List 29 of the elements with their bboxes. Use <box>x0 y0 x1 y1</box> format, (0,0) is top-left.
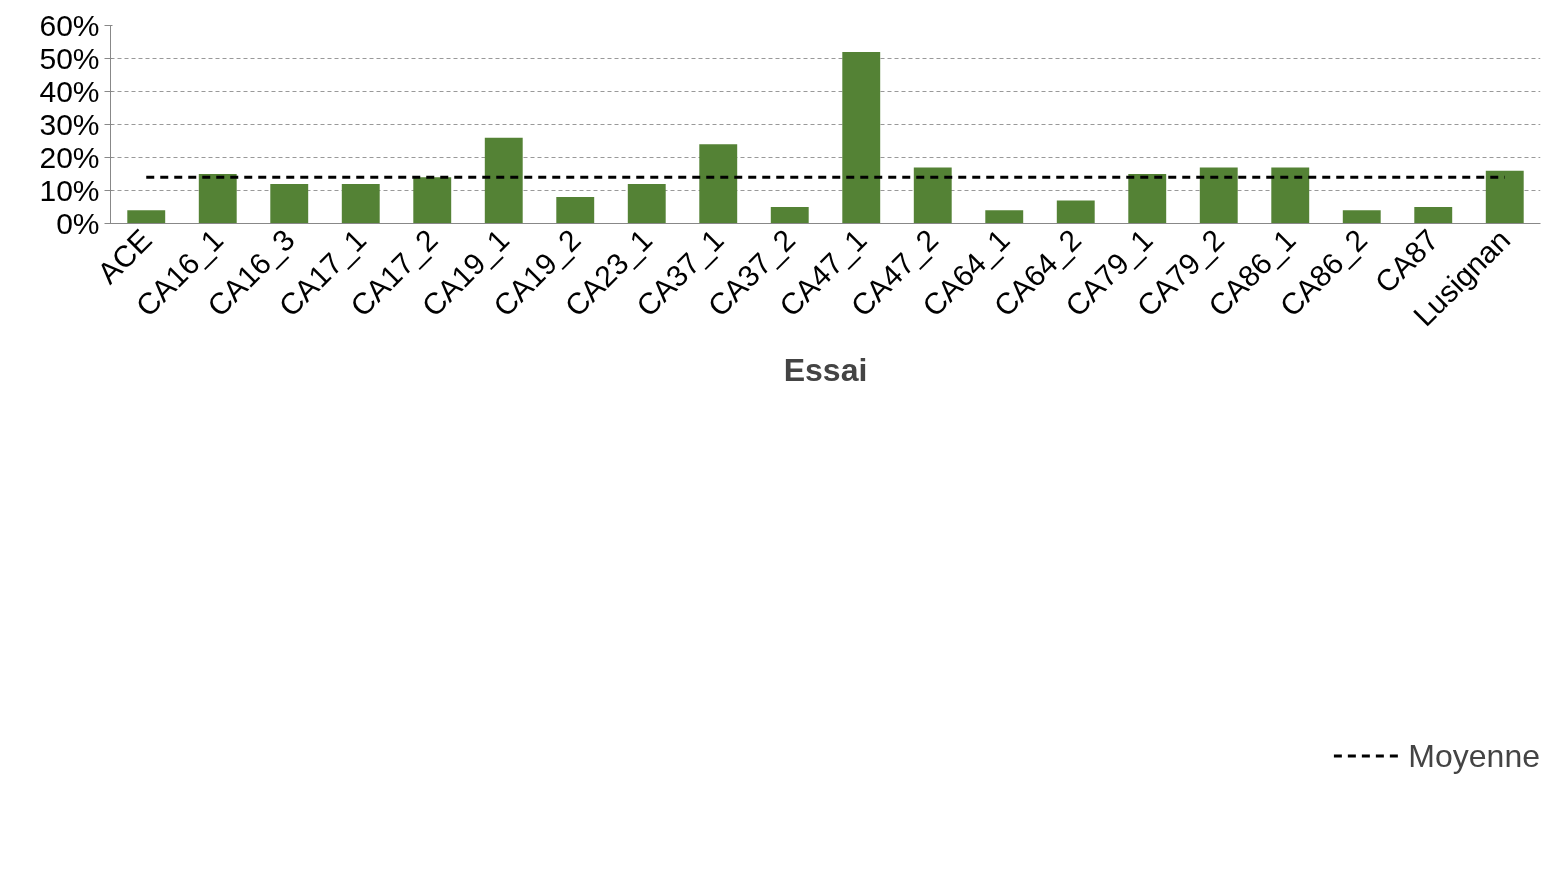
bar <box>1128 174 1167 224</box>
bar <box>1342 210 1381 224</box>
y-tick-label: 20% <box>39 141 100 174</box>
y-tick-label: 50% <box>39 42 100 75</box>
bar <box>913 167 952 224</box>
legend-label: Moyenne <box>1408 737 1540 775</box>
bar <box>770 207 809 224</box>
bar <box>413 177 452 224</box>
bar <box>842 51 881 224</box>
bar <box>127 210 166 224</box>
bar <box>1485 170 1524 224</box>
bar <box>198 174 237 224</box>
bar <box>1414 207 1453 224</box>
bar <box>1199 167 1238 224</box>
y-tick-label: 30% <box>39 108 100 141</box>
bar <box>627 183 666 224</box>
x-axis-title: Essai <box>783 351 868 388</box>
bar <box>1056 200 1095 224</box>
y-tick-label: 10% <box>39 174 100 207</box>
bar <box>556 197 595 224</box>
y-tick-label: 60% <box>39 9 100 42</box>
bar <box>1271 167 1310 224</box>
y-tick-label: 40% <box>39 75 100 108</box>
bar <box>270 183 309 224</box>
y-tick-label: 0% <box>56 207 100 240</box>
bar <box>985 210 1024 224</box>
bar <box>484 137 523 224</box>
bar <box>341 183 380 224</box>
bar <box>699 144 738 224</box>
